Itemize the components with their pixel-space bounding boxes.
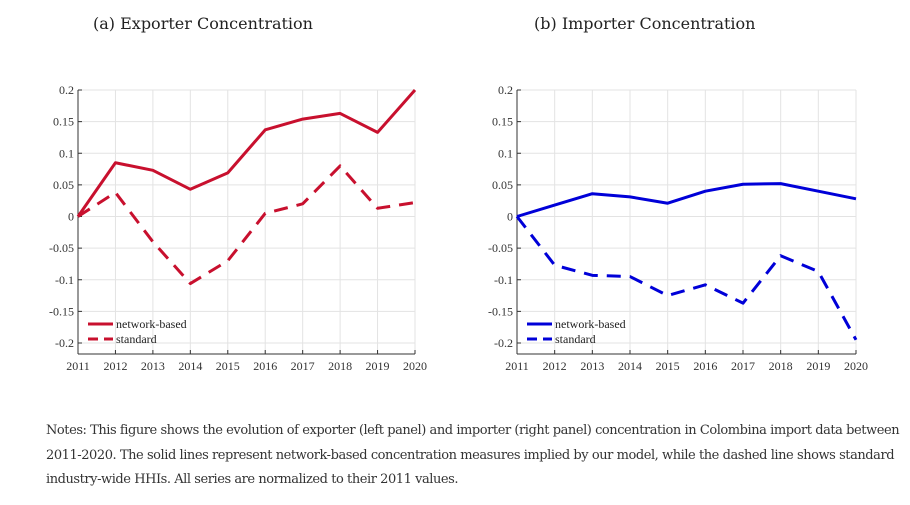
importer-concentration-chart: 0.2 0.15 0.1 0.05 0 -0.05 -0.1 -0.15 -0.2 2011 201… bbox=[488, 83, 868, 373]
x-tick-label: 2014 bbox=[618, 359, 642, 373]
y-tick-label: -0.2 bbox=[494, 336, 513, 350]
y-tick-label: 0.15 bbox=[53, 115, 74, 129]
legend-label-standard: standard bbox=[116, 332, 157, 346]
x-tick-label: 2015 bbox=[656, 359, 680, 373]
x-tick-label: 2018 bbox=[328, 359, 352, 373]
y-tick-label: -0.05 bbox=[488, 241, 513, 255]
y-tick-label: -0.05 bbox=[49, 241, 74, 255]
x-tick-label: 2016 bbox=[693, 359, 717, 373]
y-tick-label: -0.1 bbox=[494, 273, 513, 287]
y-tick-label: -0.15 bbox=[488, 304, 513, 318]
series-line-standard bbox=[77, 164, 416, 286]
x-tick-label: 2013 bbox=[580, 359, 604, 373]
x-tick-label: 2012 bbox=[543, 359, 567, 373]
y-tick-label: 0.2 bbox=[59, 83, 74, 97]
y-tick-label: -0.2 bbox=[55, 336, 74, 350]
panel-a-title: (a) Exporter Concentration bbox=[93, 14, 313, 33]
x-tick-label: 2011 bbox=[505, 359, 529, 373]
x-tick-label: 2014 bbox=[178, 359, 202, 373]
series-line-network-based bbox=[76, 89, 417, 218]
x-tick-label: 2011 bbox=[66, 359, 90, 373]
figure-notes: Notes: This figure shows the evolution o… bbox=[46, 423, 900, 487]
x-tick-label: 2020 bbox=[403, 359, 427, 373]
x-tick-label: 2015 bbox=[216, 359, 240, 373]
y-tick-label: 0.1 bbox=[59, 146, 74, 160]
x-tick-label: 2013 bbox=[141, 359, 165, 373]
legend-label-standard: standard bbox=[555, 332, 596, 346]
series-line-network-based bbox=[516, 182, 857, 218]
x-tick-label: 2012 bbox=[103, 359, 127, 373]
grid bbox=[77, 89, 416, 354]
exporter-concentration-chart: 0.2 0.15 0.1 0.05 0 -0.05 -0.1 -0.15 -0.2 2011 201… bbox=[49, 83, 427, 373]
y-tick-label: 0.15 bbox=[492, 115, 513, 129]
y-tick-label: -0.15 bbox=[49, 304, 74, 318]
y-tick-label: 0.2 bbox=[498, 83, 513, 97]
x-tick-label: 2018 bbox=[769, 359, 793, 373]
x-tick-label: 2016 bbox=[253, 359, 277, 373]
x-tick-label: 2019 bbox=[806, 359, 830, 373]
panel-b-title: (b) Importer Concentration bbox=[534, 14, 756, 33]
y-tick-label: 0.1 bbox=[498, 146, 513, 160]
x-tick-label: 2017 bbox=[731, 359, 755, 373]
x-tick-label: 2019 bbox=[366, 359, 390, 373]
legend-label-network-based: network-based bbox=[116, 317, 187, 331]
y-tick-label: 0.05 bbox=[53, 178, 74, 192]
y-tick-label: 0.05 bbox=[492, 178, 513, 192]
y-tick-label: 0 bbox=[507, 210, 513, 224]
y-tick-label: 0 bbox=[68, 210, 74, 224]
x-tick-label: 2020 bbox=[844, 359, 868, 373]
y-tick-label: -0.1 bbox=[55, 273, 74, 287]
x-tick-label: 2017 bbox=[291, 359, 315, 373]
grid bbox=[516, 89, 857, 354]
series-line-standard bbox=[515, 215, 858, 341]
legend-label-network-based: network-based bbox=[555, 317, 626, 331]
